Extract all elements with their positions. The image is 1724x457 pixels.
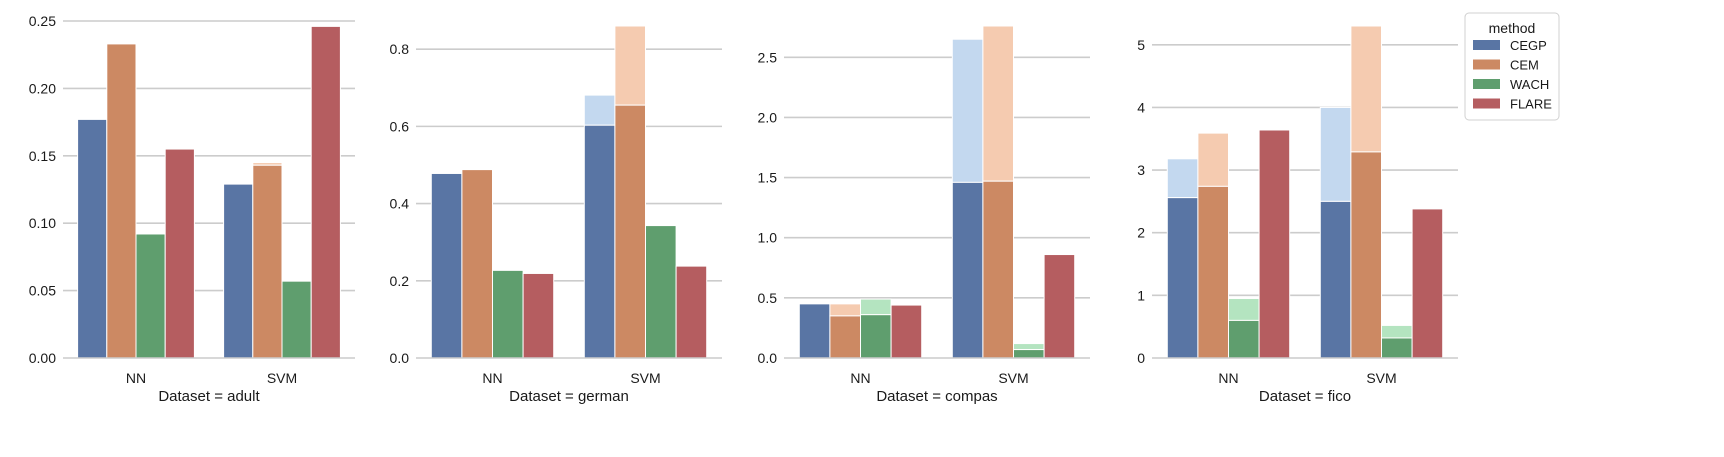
bar-wach [645, 225, 677, 359]
y-tick-label: 4 [1137, 99, 1145, 115]
y-tick-label: 1.0 [758, 230, 778, 246]
bar-wach [1381, 337, 1413, 359]
y-tick-label: 0.0 [758, 350, 778, 366]
bar-upper-cem [1350, 25, 1383, 153]
bar-cegp [583, 124, 616, 359]
bar-upper-wach [1013, 343, 1045, 351]
y-tick-label: 1 [1137, 287, 1145, 303]
bar-cegp [223, 183, 254, 359]
bar-upper-cem [829, 303, 862, 317]
y-tick-label: 2.0 [758, 109, 778, 125]
bar-flare [890, 304, 923, 359]
y-tick-label: 0.05 [29, 283, 56, 299]
x-tick-label: SVM [1366, 370, 1396, 386]
legend-label-wach: WACH [1510, 77, 1549, 92]
x-tick-label: NN [126, 370, 146, 386]
y-tick-label: 0.6 [390, 118, 410, 134]
legend-swatch-wach [1473, 79, 1500, 89]
bar-cem [106, 43, 137, 359]
bar-flare [1043, 254, 1076, 359]
bar-cem [1197, 185, 1230, 359]
y-tick-label: 3 [1137, 162, 1145, 178]
x-tick-label: NN [482, 370, 502, 386]
x-axis-label: Dataset = fico [1259, 388, 1351, 405]
x-tick-label: NN [850, 370, 870, 386]
y-tick-label: 0.00 [29, 350, 56, 366]
bar-cegp [77, 118, 108, 359]
x-axis-label: Dataset = adult [158, 388, 260, 405]
bar-flare [164, 148, 195, 359]
y-tick-label: 0 [1137, 350, 1145, 366]
bar-upper-cegp [1319, 106, 1352, 202]
bar-upper-cem [982, 25, 1015, 182]
bar-upper-wach [1381, 324, 1413, 339]
x-tick-label: NN [1218, 370, 1238, 386]
bar-flare [522, 272, 555, 359]
x-axis-label: Dataset = german [509, 388, 629, 405]
bar-flare [1258, 129, 1291, 359]
bar-wach [1228, 319, 1260, 359]
x-tick-label: SVM [267, 370, 297, 386]
bar-cegp [1166, 197, 1199, 359]
x-axis-label: Dataset = compas [876, 388, 997, 405]
bar-upper-wach [860, 298, 892, 316]
legend-swatch-cem [1473, 59, 1500, 70]
legend-label-cegp: CEGP [1510, 38, 1547, 53]
bar-cem [252, 164, 283, 359]
bar-upper-cem [614, 25, 647, 106]
x-tick-label: SVM [998, 370, 1028, 386]
y-tick-label: 0.8 [390, 41, 410, 57]
bar-cem [1350, 151, 1383, 359]
bar-cem [829, 315, 862, 359]
bar-wach [1013, 349, 1045, 359]
y-tick-label: 0.0 [390, 350, 410, 366]
bar-flare [675, 265, 708, 359]
bar-cegp [798, 303, 831, 359]
bar-upper-cegp [583, 94, 616, 126]
bar-wach [492, 269, 524, 359]
y-tick-label: 5 [1137, 37, 1145, 53]
bar-flare [310, 25, 341, 359]
bar-upper-wach [1228, 297, 1260, 321]
legend: method CEGP CEM WACH FLARE [1464, 12, 1560, 121]
y-tick-label: 0.5 [758, 290, 778, 306]
legend-label-cem: CEM [1510, 58, 1539, 73]
bar-upper-cegp [951, 38, 984, 183]
bar-upper-cem [1197, 132, 1230, 187]
bar-cegp [951, 181, 984, 359]
bar-wach [281, 280, 312, 359]
bar-cem [614, 104, 647, 359]
chart-panel-2-0: 0.00 0.05 0.10 0.15 0.20 0.25 NN SVM Dataset = a… [29, 13, 355, 405]
bar-upper-cegp [1166, 158, 1199, 199]
y-tick-label: 2 [1137, 225, 1145, 241]
y-tick-label: 2.5 [758, 49, 778, 65]
bar-wach [860, 314, 892, 359]
legend-frame [1464, 12, 1560, 121]
bar-flare [1411, 208, 1444, 359]
y-tick-label: 0.20 [29, 80, 56, 96]
bar-cem [982, 180, 1015, 359]
bar-wach [135, 233, 166, 359]
bar-cem [461, 169, 493, 359]
legend-swatch-flare [1473, 98, 1500, 109]
chart-panel-2-3: 0 1 2 3 4 5 NN SVM Dataset = fico [1137, 25, 1458, 405]
y-tick-label: 0.4 [390, 196, 410, 212]
legend-swatch-cegp [1473, 40, 1500, 50]
bar-cegp [430, 172, 463, 359]
y-tick-label: 0.10 [29, 215, 56, 231]
bar-cegp [1319, 200, 1352, 359]
x-tick-label: SVM [630, 370, 660, 386]
y-tick-label: 0.2 [390, 273, 410, 289]
y-tick-label: 0.15 [29, 148, 56, 164]
legend-title: method [1489, 20, 1536, 36]
y-tick-label: 1.5 [758, 170, 778, 186]
legend-label-flare: FLARE [1510, 97, 1552, 112]
y-tick-label: 0.25 [29, 13, 56, 29]
